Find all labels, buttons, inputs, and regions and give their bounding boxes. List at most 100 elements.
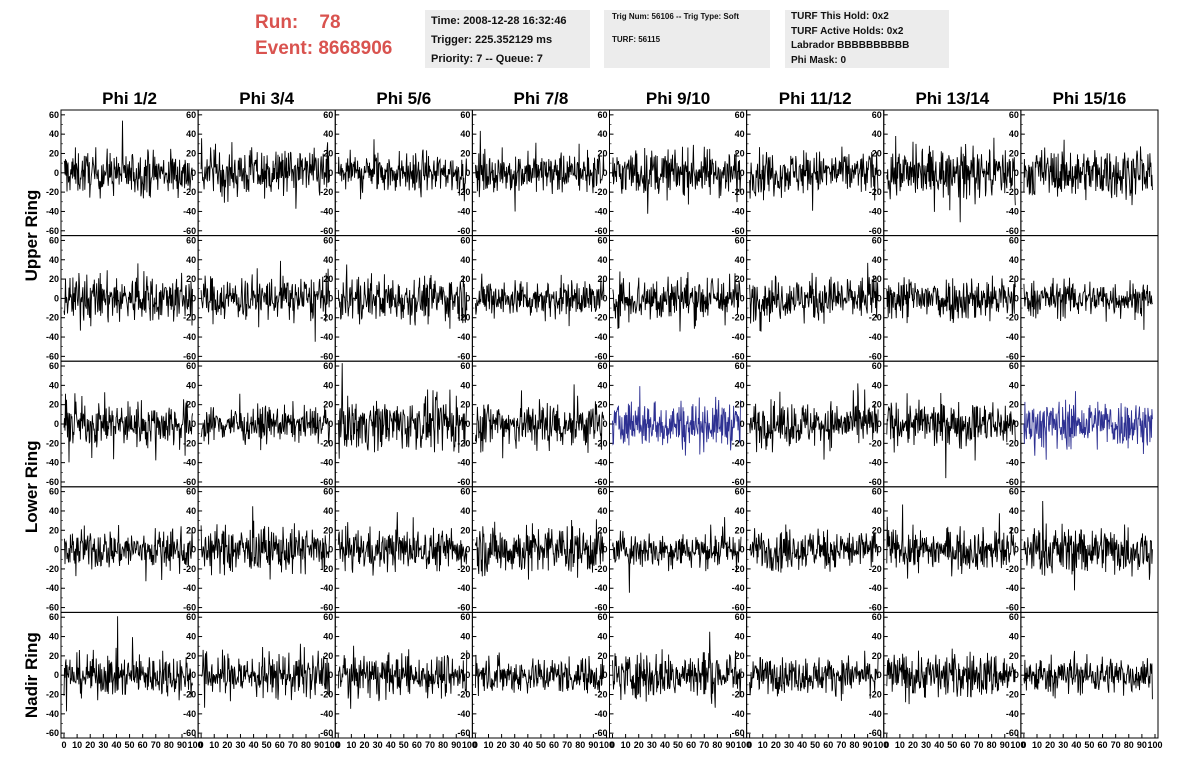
y-tick-label: 20 — [49, 274, 59, 284]
y-tick-label: 40 — [1009, 506, 1019, 516]
y-tick-label: -60 — [869, 226, 882, 236]
y-tick-label: 60 — [460, 110, 470, 120]
y-tick-label: 0 — [465, 419, 470, 429]
y-tick-label: -40 — [183, 583, 196, 593]
y-tick-label: -60 — [869, 477, 882, 487]
y-tick-label: 40 — [323, 380, 333, 390]
y-tick-label: -60 — [732, 603, 745, 613]
y-tick-label: -60 — [732, 351, 745, 361]
y-tick-label: 20 — [1009, 525, 1019, 535]
x-tick-label: 20 — [85, 740, 95, 750]
y-tick-label: -20 — [732, 690, 745, 700]
y-tick-label: 40 — [872, 506, 882, 516]
y-tick-label: 20 — [49, 148, 59, 158]
y-tick-label: -20 — [46, 187, 59, 197]
x-tick-label: 40 — [523, 740, 533, 750]
y-tick-label: 60 — [735, 235, 745, 245]
x-tick-label: 50 — [399, 740, 409, 750]
y-tick-label: 60 — [872, 361, 882, 371]
column-title: Phi 1/2 — [102, 89, 157, 108]
x-tick-label: 70 — [1111, 740, 1121, 750]
x-tick-label: 100 — [736, 740, 751, 750]
y-tick-label: 0 — [740, 293, 745, 303]
y-tick-label: -40 — [320, 458, 333, 468]
y-tick-label: -20 — [732, 438, 745, 448]
waveform-trace — [612, 271, 742, 332]
x-tick-label: 0 — [336, 740, 341, 750]
y-tick-label: -20 — [457, 187, 470, 197]
x-tick-label: 30 — [98, 740, 108, 750]
y-tick-label: -40 — [46, 206, 59, 216]
y-tick-label: 40 — [186, 380, 196, 390]
y-tick-label: 0 — [602, 670, 607, 680]
waveform-trace — [474, 652, 605, 697]
y-tick-label: 60 — [460, 612, 470, 622]
x-tick-label: 20 — [1045, 740, 1055, 750]
waveform-trace — [474, 384, 605, 459]
y-tick-label: -60 — [183, 603, 196, 613]
y-tick-label: 60 — [186, 361, 196, 371]
x-tick-label: 10 — [72, 740, 82, 750]
y-tick-label: -20 — [594, 313, 607, 323]
y-tick-label: 40 — [597, 255, 607, 265]
y-tick-label: 60 — [597, 235, 607, 245]
y-tick-label: -40 — [594, 332, 607, 342]
x-tick-label: 0 — [1021, 740, 1026, 750]
y-tick-label: 20 — [186, 400, 196, 410]
y-tick-label: 20 — [49, 651, 59, 661]
y-tick-label: -20 — [183, 564, 196, 574]
x-tick-label: 10 — [483, 740, 493, 750]
column-title: Phi 7/8 — [514, 89, 569, 108]
y-tick-label: 60 — [460, 487, 470, 497]
y-tick-label: 40 — [323, 632, 333, 642]
y-tick-label: -20 — [1006, 313, 1019, 323]
y-tick-label: 20 — [872, 525, 882, 535]
x-tick-label: 50 — [1084, 740, 1094, 750]
y-tick-label: -20 — [732, 187, 745, 197]
y-tick-label: 20 — [323, 525, 333, 535]
y-tick-label: 40 — [1009, 380, 1019, 390]
y-tick-label: 60 — [186, 235, 196, 245]
y-tick-label: -40 — [183, 206, 196, 216]
waveform-trace — [201, 643, 331, 708]
y-tick-label: 20 — [460, 651, 470, 661]
y-tick-label: 20 — [186, 651, 196, 661]
x-tick-label: 90 — [314, 740, 324, 750]
y-tick-label: -40 — [869, 332, 882, 342]
y-tick-label: 0 — [328, 293, 333, 303]
waveform-trace — [474, 273, 605, 327]
phi-mask-text: Phi Mask: 0 — [791, 54, 847, 66]
y-tick-label: 60 — [597, 487, 607, 497]
y-tick-label: 60 — [735, 612, 745, 622]
y-tick-label: -20 — [46, 564, 59, 574]
trigger-text: Trigger: 225.352129 ms — [431, 34, 553, 46]
y-tick-label: -60 — [594, 351, 607, 361]
x-tick-label: 60 — [1098, 740, 1108, 750]
y-tick-label: 0 — [465, 293, 470, 303]
y-tick-label: -60 — [869, 728, 882, 738]
x-tick-label: 100 — [462, 740, 477, 750]
waveform-trace — [1023, 139, 1153, 206]
y-tick-label: 0 — [465, 545, 470, 555]
y-tick-label: -20 — [1006, 187, 1019, 197]
x-tick-label: 40 — [1071, 740, 1081, 750]
y-tick-label: -40 — [594, 709, 607, 719]
x-tick-label: 50 — [810, 740, 820, 750]
y-tick-label: 0 — [328, 670, 333, 680]
y-tick-label: 0 — [54, 293, 59, 303]
x-tick-label: 60 — [823, 740, 833, 750]
y-tick-label: -20 — [869, 690, 882, 700]
y-tick-label: 40 — [323, 129, 333, 139]
turf-active-holds-text: TURF Active Holds: 0x2 — [791, 25, 904, 37]
y-tick-label: 0 — [191, 168, 196, 178]
y-tick-label: -60 — [457, 477, 470, 487]
y-tick-label: -40 — [732, 709, 745, 719]
x-tick-label: 100 — [1010, 740, 1025, 750]
time-text: Time: 2008-12-28 16:32:46 — [431, 15, 567, 27]
y-tick-label: 60 — [186, 110, 196, 120]
x-tick-label: 80 — [164, 740, 174, 750]
y-tick-label: -40 — [320, 206, 333, 216]
y-tick-label: -20 — [320, 438, 333, 448]
y-tick-label: -60 — [46, 226, 59, 236]
y-tick-label: 60 — [186, 612, 196, 622]
